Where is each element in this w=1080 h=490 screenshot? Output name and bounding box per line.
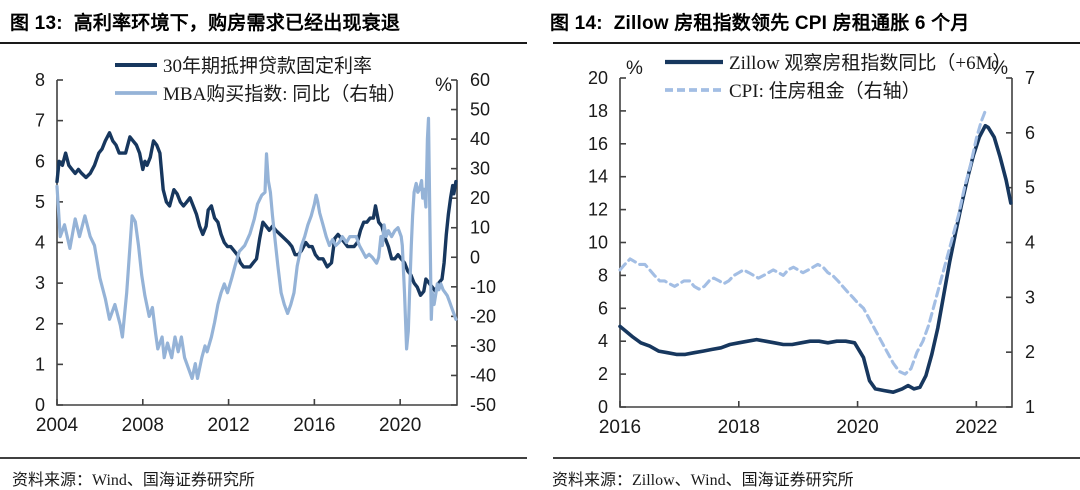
- right-axis-unit-label: %: [435, 75, 452, 96]
- left-axis-unit-label: %: [626, 58, 643, 79]
- x-axis-tick-label: 2008: [122, 415, 164, 436]
- legend-label-0: 30年期抵押贷款固定利率: [163, 55, 372, 77]
- figure-14-title: 图 14: Zillow 房租指数领先 CPI 房租通胀 6 个月: [550, 13, 970, 34]
- right-axis-tick-label: -40: [470, 365, 496, 385]
- left-axis-tick-label: 2: [35, 314, 45, 334]
- axis-frame: [56, 80, 458, 406]
- x-axis-tick-label: 2018: [718, 417, 760, 438]
- right-axis-tick-label: 5: [1025, 178, 1035, 198]
- left-axis-tick-label: 18: [588, 101, 608, 121]
- series-line-0: [618, 123, 1013, 395]
- legend-label-1: CPI: 住房租金（右轴）: [729, 80, 921, 102]
- right-axis-tick-label: 40: [470, 129, 490, 149]
- series-line-1: [618, 109, 987, 376]
- x-axis-tick-label: 2004: [36, 415, 79, 436]
- x-axis-tick-label: 2022: [955, 417, 997, 438]
- legend-label-0: Zillow 观察房租指数同比（+6M）: [729, 52, 1012, 74]
- figure-14-footer-rule: [553, 457, 1080, 459]
- left-axis-tick-label: 20: [588, 68, 608, 88]
- left-axis-tick-label: 8: [598, 265, 608, 285]
- right-axis-tick-label: 10: [470, 218, 490, 238]
- left-axis-tick-label: 3: [35, 273, 45, 293]
- left-axis-tick-label: 16: [588, 134, 608, 154]
- figure-13-panel: 图 13: 高利率环境下，购房需求已经出现衰退 0 1 2 3 4 5 6 7 8 -50 -40 -…: [0, 0, 540, 489]
- x-axis-tick-label: 2016: [599, 417, 641, 438]
- right-axis-tick-label: 30: [470, 159, 490, 179]
- figure-14-panel: 图 14: Zillow 房租指数领先 CPI 房租通胀 6 个月 0 2 4 6 8 1…: [540, 0, 1080, 489]
- left-axis-tick-label: 10: [588, 233, 608, 253]
- left-axis-tick-label: 1: [35, 354, 45, 374]
- figure-13-footer-rule: [0, 457, 527, 459]
- figure-13-chart: 0 1 2 3 4 5 6 7 8 -50 -40 -30 -20 -10 0 10 20 30 40 50 60 200…: [35, 55, 496, 436]
- right-axis-tick-label: 4: [1025, 233, 1035, 253]
- right-axis-unit-label: %: [991, 58, 1008, 79]
- left-axis-tick-label: 7: [35, 111, 45, 131]
- right-axis-tick-label: 60: [470, 70, 490, 90]
- legend-label-1: MBA购买指数: 同比（右轴）: [163, 83, 406, 105]
- left-axis-tick-label: 14: [588, 167, 608, 187]
- left-axis-tick-label: 0: [598, 397, 608, 417]
- x-axis-tick-label: 2012: [207, 415, 249, 436]
- right-axis-tick-label: 1: [1025, 397, 1035, 417]
- left-axis-tick-label: 8: [35, 70, 45, 90]
- right-axis-tick-label: -10: [470, 277, 496, 297]
- right-axis-tick-label: 0: [470, 247, 480, 267]
- figure-13-title: 图 13: 高利率环境下，购房需求已经出现衰退: [10, 13, 401, 34]
- right-axis-tick-label: 7: [1025, 68, 1035, 88]
- left-axis-tick-label: 4: [598, 331, 608, 351]
- figure-14-title-rule: [553, 42, 1080, 44]
- x-axis-tick-label: 2016: [293, 415, 335, 436]
- right-axis-tick-label: -20: [470, 306, 496, 326]
- figure-13-title-rule: [0, 42, 527, 44]
- left-axis-tick-label: 12: [588, 200, 608, 220]
- figure-14-source: 资料来源：Zillow、Wind、国海证券研究所: [552, 472, 854, 489]
- series-line-0: [55, 131, 458, 298]
- left-axis-tick-label: 6: [598, 298, 608, 318]
- right-axis-tick-label: 6: [1025, 123, 1035, 143]
- series-line-1: [55, 116, 458, 380]
- right-axis-tick-label: 3: [1025, 287, 1035, 307]
- left-axis-tick-label: 0: [35, 395, 45, 415]
- x-axis-tick-label: 2020: [379, 415, 421, 436]
- x-axis-tick-label: 2020: [836, 417, 878, 438]
- right-axis-tick-label: 2: [1025, 342, 1035, 362]
- left-axis-tick-label: 5: [35, 192, 45, 212]
- right-axis-tick-label: 50: [470, 100, 490, 120]
- left-axis-tick-label: 2: [598, 364, 608, 384]
- left-axis-tick-label: 6: [35, 151, 45, 171]
- right-axis-tick-label: -50: [470, 395, 496, 415]
- left-axis-tick-label: 4: [35, 233, 45, 253]
- right-axis-tick-label: 20: [470, 188, 490, 208]
- figure-13-source: 资料来源：Wind、国海证券研究所: [12, 472, 255, 489]
- right-axis-tick-label: -30: [470, 336, 496, 356]
